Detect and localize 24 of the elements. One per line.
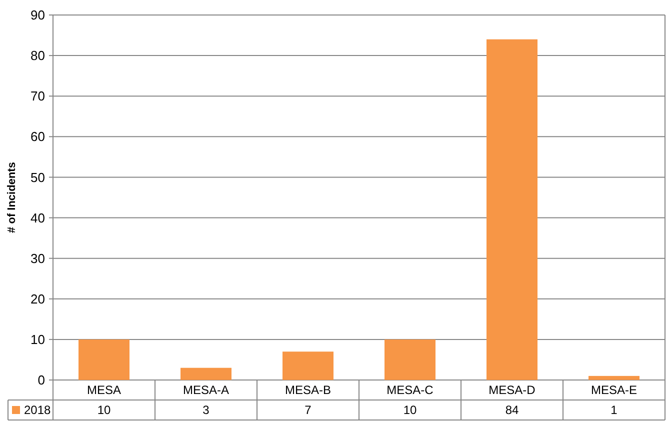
x-tick-label: MESA-D	[488, 383, 536, 398]
y-tick-label: 30	[30, 250, 45, 266]
data-label: 10	[403, 403, 417, 418]
y-tick-label: 10	[30, 332, 45, 347]
x-tick-label: MESA	[86, 383, 122, 398]
y-tick-label: 0	[38, 372, 45, 388]
x-tick-label: MESA-C	[386, 383, 434, 398]
y-axis-title: # of Incidents	[6, 162, 18, 233]
legend-label: 2018	[24, 403, 52, 418]
y-tick-label: 50	[30, 170, 45, 185]
data-label: 7	[304, 403, 312, 418]
y-tick-label: 20	[30, 291, 45, 306]
data-label: 3	[202, 403, 210, 418]
x-tick-label: MESA-B	[284, 383, 332, 398]
y-tick-label: 70	[30, 88, 45, 104]
x-tick-label: MESA-E	[590, 383, 638, 398]
y-tick-label: 80	[30, 48, 45, 64]
y-tick-label: 60	[30, 129, 45, 144]
y-tick-label: 90	[30, 8, 45, 23]
x-tick-label: MESA-A	[182, 383, 230, 398]
data-label: 1	[610, 403, 618, 418]
data-label: 84	[505, 403, 519, 418]
data-label: 10	[97, 403, 111, 418]
y-tick-label: 40	[30, 210, 45, 226]
